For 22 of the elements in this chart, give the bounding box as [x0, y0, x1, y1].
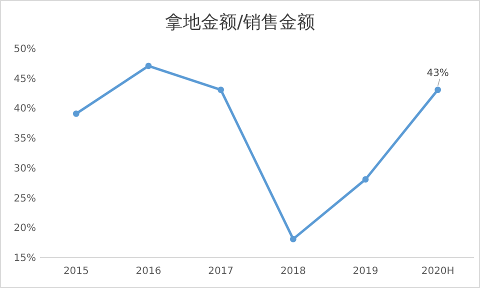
y-tick-label: 20% — [14, 223, 36, 234]
x-tick-label: 2019 — [352, 266, 378, 277]
x-tick-label: 2015 — [63, 266, 89, 277]
point — [72, 110, 80, 117]
y-tick-label: 50% — [14, 44, 36, 55]
y-tick-label: 15% — [14, 253, 36, 264]
y-tick-label: 30% — [14, 163, 36, 174]
point — [145, 62, 152, 70]
y-tick-label: 40% — [14, 104, 36, 115]
point — [290, 236, 296, 242]
point — [362, 176, 369, 183]
x-tick-label: 2020H — [421, 266, 454, 277]
y-tick-label: 45% — [14, 74, 36, 85]
x-tick-label: 2017 — [208, 266, 234, 277]
x-tick-label: 2016 — [136, 266, 162, 277]
x-tick-label: 2018 — [280, 266, 306, 277]
y-tick-label: 25% — [14, 193, 36, 204]
y-tick-label: 35% — [14, 134, 36, 145]
data-label: 43% — [426, 68, 449, 79]
point — [218, 86, 224, 93]
chart-title: 拿地金额/销售金额 — [164, 12, 316, 33]
point — [434, 86, 442, 93]
